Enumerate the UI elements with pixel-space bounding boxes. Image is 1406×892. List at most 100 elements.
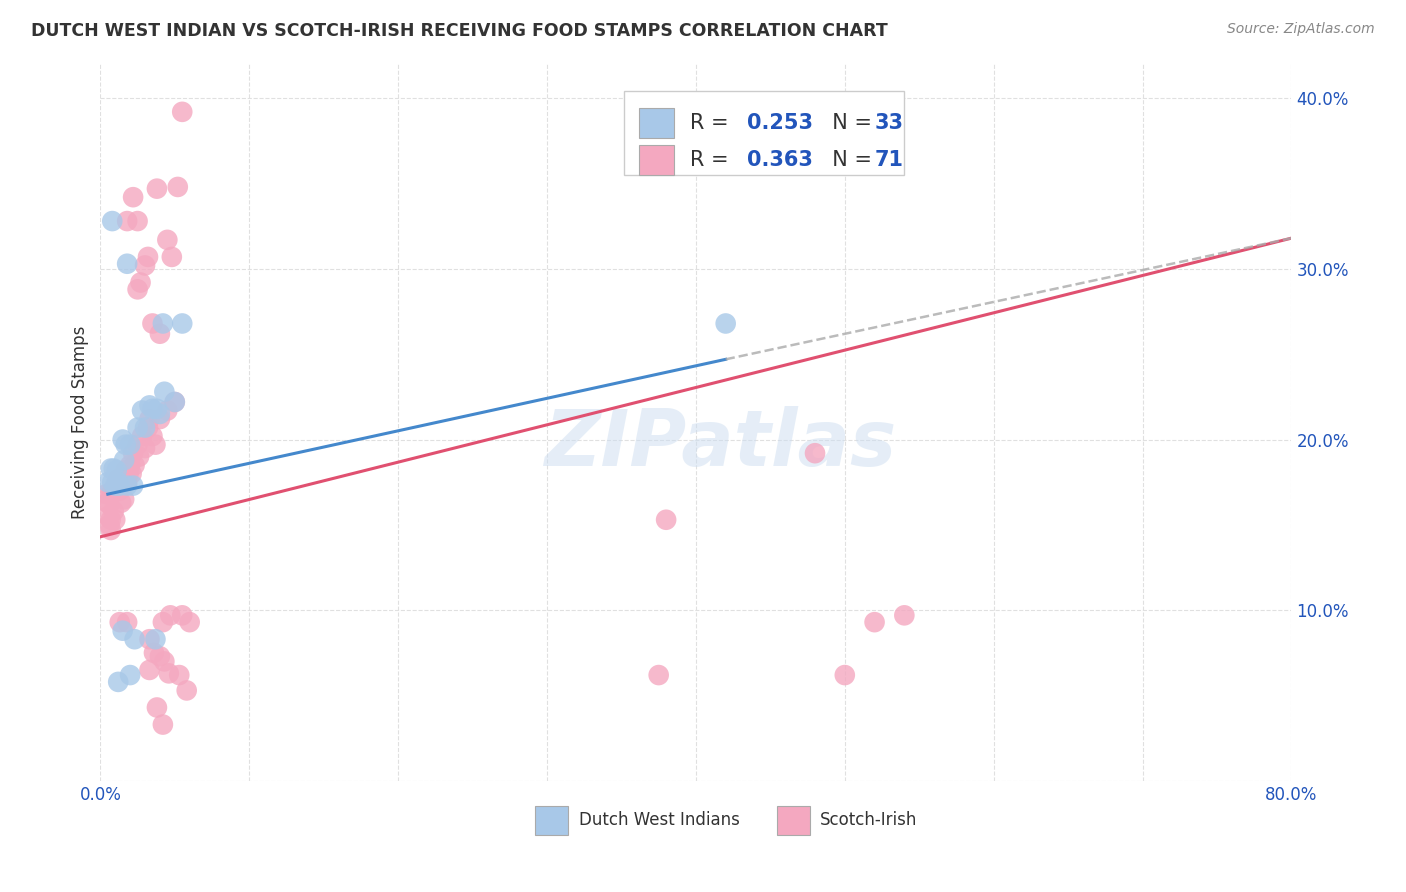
Point	[145, 437, 167, 451]
Point	[156, 233, 179, 247]
Text: DUTCH WEST INDIAN VS SCOTCH-IRISH RECEIVING FOOD STAMPS CORRELATION CHART: DUTCH WEST INDIAN VS SCOTCH-IRISH RECEIV…	[31, 22, 887, 40]
Point	[145, 632, 167, 647]
Point	[167, 668, 190, 682]
Point	[104, 478, 127, 492]
Point	[103, 504, 125, 518]
Point	[863, 615, 886, 629]
Bar	[638, 108, 675, 137]
Point	[804, 446, 827, 460]
Point	[153, 384, 176, 399]
Point	[114, 437, 136, 451]
Point	[120, 668, 142, 682]
Text: Scotch-Irish: Scotch-Irish	[820, 812, 917, 830]
Point	[127, 282, 149, 296]
Point	[107, 472, 129, 486]
Point	[115, 257, 138, 271]
Point	[120, 458, 142, 472]
Point	[112, 453, 135, 467]
Text: R =: R =	[690, 112, 735, 133]
Point	[124, 632, 146, 647]
Point	[111, 433, 134, 447]
Point	[176, 683, 198, 698]
Point	[136, 250, 159, 264]
Point	[100, 513, 122, 527]
Text: R =: R =	[690, 150, 735, 170]
Text: 71: 71	[875, 150, 904, 170]
Point	[153, 654, 176, 668]
Point	[127, 437, 149, 451]
Point	[100, 487, 122, 501]
Point	[127, 214, 149, 228]
Point	[160, 250, 183, 264]
Point	[172, 608, 194, 623]
Point	[111, 624, 134, 638]
Point	[166, 180, 188, 194]
Point	[647, 668, 669, 682]
Point	[141, 317, 163, 331]
Point	[103, 461, 125, 475]
Point	[108, 615, 131, 629]
Text: Dutch West Indians: Dutch West Indians	[579, 812, 740, 830]
Text: 0.363: 0.363	[747, 150, 813, 170]
Point	[146, 181, 169, 195]
Point	[163, 395, 186, 409]
Point	[138, 398, 160, 412]
Point	[141, 429, 163, 443]
Point	[121, 467, 143, 481]
Text: 0.253: 0.253	[747, 112, 813, 133]
Point	[129, 276, 152, 290]
Point	[134, 259, 156, 273]
Bar	[778, 806, 810, 835]
Point	[108, 478, 131, 492]
Point	[136, 420, 159, 434]
Point	[131, 429, 153, 443]
Point	[179, 615, 201, 629]
Bar	[536, 806, 568, 835]
Point	[122, 478, 145, 492]
Point	[149, 326, 172, 341]
Point	[101, 483, 124, 498]
Point	[122, 446, 145, 460]
Point	[655, 513, 678, 527]
Point	[111, 478, 134, 492]
Point	[138, 412, 160, 426]
Point	[138, 632, 160, 647]
Point	[172, 317, 194, 331]
Point	[107, 475, 129, 490]
Point	[124, 458, 146, 472]
Point	[134, 441, 156, 455]
Point	[98, 497, 121, 511]
Point	[146, 700, 169, 714]
Point	[128, 450, 150, 464]
Point	[104, 513, 127, 527]
Point	[105, 463, 128, 477]
Point	[131, 403, 153, 417]
Point	[127, 420, 149, 434]
Point	[156, 403, 179, 417]
Point	[134, 420, 156, 434]
Point	[163, 395, 186, 409]
Point	[138, 663, 160, 677]
Bar	[638, 145, 675, 175]
Point	[115, 214, 138, 228]
Text: ZIPatlas: ZIPatlas	[544, 406, 896, 482]
Point	[149, 407, 172, 421]
Point	[120, 437, 142, 451]
Point	[105, 475, 128, 490]
Point	[159, 608, 181, 623]
Point	[96, 487, 118, 501]
FancyBboxPatch shape	[624, 91, 904, 175]
Text: 33: 33	[875, 112, 904, 133]
Text: N =: N =	[818, 150, 879, 170]
Point	[834, 668, 856, 682]
Point	[157, 666, 180, 681]
Point	[98, 517, 121, 532]
Point	[107, 674, 129, 689]
Point	[108, 483, 131, 498]
Point	[149, 649, 172, 664]
Point	[172, 104, 194, 119]
Point	[115, 478, 138, 492]
Point	[142, 646, 165, 660]
Point	[152, 717, 174, 731]
Point	[152, 615, 174, 629]
